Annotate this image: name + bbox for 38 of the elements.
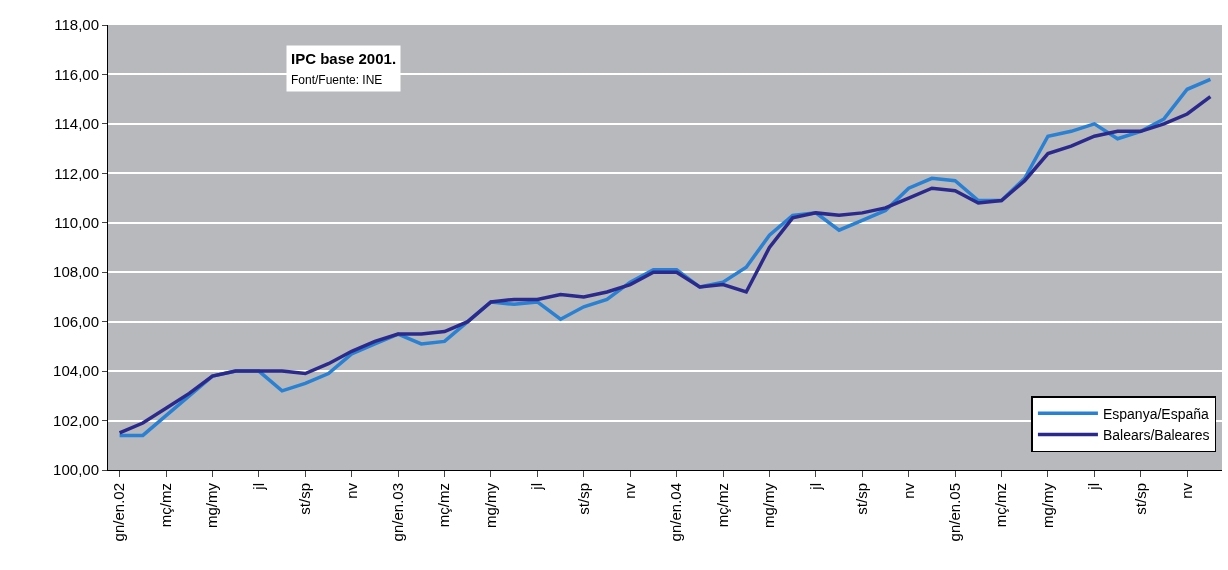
y-tick-label: 116,00 (54, 65, 99, 83)
x-tick-label: mç/mz (156, 483, 174, 528)
x-tick-label: st/sp (574, 483, 592, 515)
y-tick-label: 108,00 (53, 263, 99, 281)
x-tick-label: mç/mz (992, 483, 1010, 528)
x-tick-label: gn/en.02 (110, 483, 128, 542)
annotation: Font/Fuente: INE (291, 72, 383, 87)
y-tick-label: 102,00 (53, 411, 99, 429)
x-tick-label: nv (1178, 482, 1196, 499)
x-tick-label: mç/mz (713, 483, 731, 528)
x-tick-label: mg/my (481, 482, 499, 528)
x-tick-label: nv (342, 482, 360, 499)
x-tick-label: mg/my (203, 482, 221, 528)
x-tick-label: st/sp (853, 483, 871, 515)
annotation: IPC base 2001. (291, 50, 397, 67)
x-tick-label: gn/en.05 (945, 483, 963, 542)
x-tick-label: jl (249, 483, 267, 491)
x-tick-label: gn/en.04 (667, 483, 685, 542)
x-tick-label: mg/my (1038, 482, 1056, 528)
x-tick-label: st/sp (1131, 483, 1149, 515)
y-tick-label: 110,00 (54, 214, 99, 232)
x-tick-label: nv (621, 482, 639, 499)
x-tick-label: jl (806, 483, 824, 491)
y-tick-label: 112,00 (54, 164, 99, 182)
y-tick-label: 104,00 (53, 362, 99, 380)
y-tick-label: 114,00 (54, 115, 99, 133)
legend-label: Espanya/España (1102, 405, 1209, 422)
x-tick-label: nv (899, 482, 917, 499)
legend-label: Balears/Baleares (1102, 426, 1210, 443)
y-tick-label: 106,00 (53, 312, 99, 330)
x-tick-label: mç/mz (435, 483, 453, 528)
x-tick-label: jl (1085, 483, 1103, 491)
y-tick-label: 100,00 (53, 461, 99, 479)
x-tick-label: mg/my (760, 482, 778, 528)
y-tick-label: 118,00 (54, 16, 99, 34)
x-tick-label: gn/en.03 (388, 483, 406, 542)
x-tick-label: st/sp (296, 483, 314, 515)
x-tick-label: jl (528, 483, 546, 491)
